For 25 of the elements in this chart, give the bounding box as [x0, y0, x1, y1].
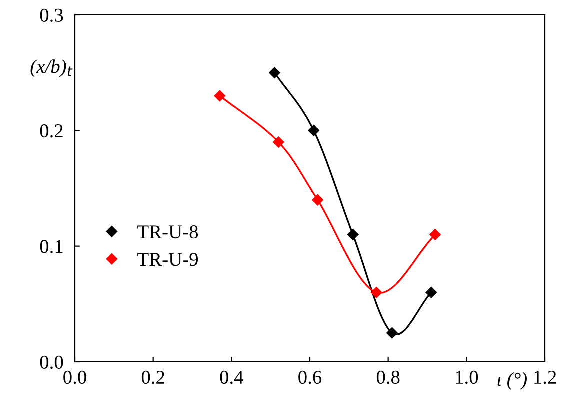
y-tick-label: 0.2: [40, 124, 63, 138]
point: [386, 327, 398, 339]
y-tick-label: 0.1: [40, 240, 63, 254]
point: [312, 194, 324, 206]
x-tick-label: 0.2: [142, 370, 164, 384]
legend-label: TR-U-9: [138, 253, 198, 266]
point: [273, 136, 284, 148]
x-tick-label: 0.0: [64, 370, 86, 384]
point: [214, 90, 226, 102]
point: [426, 286, 438, 298]
x-tick-label: 0.6: [298, 370, 322, 384]
point: [370, 286, 382, 298]
x-tick-label: 0.4: [220, 370, 244, 384]
point: [430, 229, 441, 240]
y-axis-title: (x/b)$_{t}$: [30, 60, 73, 78]
y-tick-label: 0.0: [40, 356, 64, 370]
x-tick-label: 1.0: [456, 370, 478, 384]
y-tick-label: 0.3: [40, 8, 64, 22]
point: [308, 125, 320, 136]
point: [347, 229, 359, 240]
x-tick-label: 1.2: [534, 370, 556, 384]
x-axis-title: ι (°): [498, 372, 527, 390]
legend-label: TR-U-8: [138, 226, 198, 239]
point: [269, 67, 280, 78]
x-tick-label: 0.8: [376, 370, 400, 384]
